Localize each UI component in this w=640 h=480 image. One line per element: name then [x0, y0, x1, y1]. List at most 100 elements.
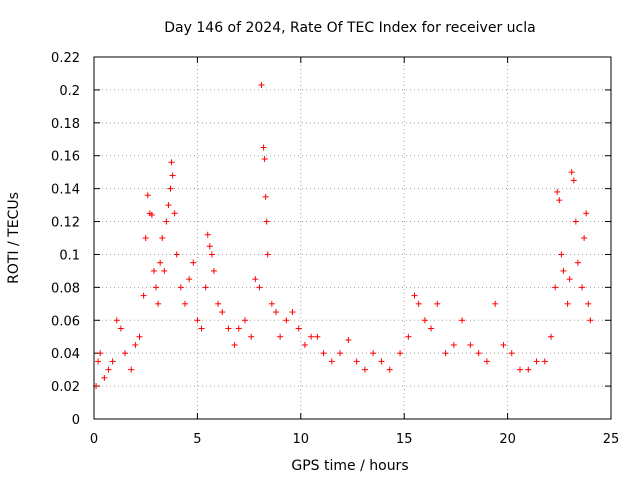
data-point [113, 317, 120, 324]
data-point [277, 333, 284, 340]
data-point [140, 292, 147, 299]
data-point [171, 210, 178, 217]
data-point [556, 197, 563, 204]
data-point [560, 267, 567, 274]
data-point [109, 358, 116, 365]
data-point [202, 284, 209, 291]
y-tick-label: 0.06 [51, 314, 80, 329]
data-point [165, 202, 172, 209]
x-tick-label: 10 [293, 432, 310, 447]
data-point [132, 341, 139, 348]
data-point [566, 276, 573, 283]
data-point [564, 300, 571, 307]
data-point [241, 317, 248, 324]
data-point [301, 341, 308, 348]
data-point [361, 366, 368, 373]
data-point [142, 235, 149, 241]
data-point [190, 259, 197, 266]
data-point [483, 358, 490, 365]
data-point [581, 235, 588, 241]
data-point [136, 333, 143, 340]
y-tick-label: 0.12 [51, 216, 80, 231]
data-point [548, 333, 555, 340]
data-point [583, 210, 590, 217]
data-point [434, 300, 441, 307]
data-point [475, 350, 482, 357]
data-point [148, 211, 155, 218]
x-tick-label: 20 [499, 432, 516, 447]
data-point [428, 325, 435, 332]
data-point [574, 259, 581, 266]
data-point [177, 284, 184, 291]
data-point [128, 366, 135, 373]
data-point [386, 366, 393, 373]
data-point [572, 218, 579, 225]
data-point [173, 251, 180, 258]
data-point [168, 159, 175, 166]
data-point [163, 218, 170, 225]
y-tick-label: 0.02 [51, 380, 80, 395]
data-point [97, 350, 104, 357]
data-point [157, 259, 164, 266]
data-point [450, 341, 457, 348]
data-point [204, 231, 211, 238]
data-point [235, 325, 242, 332]
data-point [210, 267, 217, 274]
data-point [541, 358, 548, 365]
data-point [181, 300, 188, 307]
chart-title: Day 146 of 2024, Rate Of TEC Index for r… [164, 20, 535, 36]
data-point [144, 192, 151, 199]
data-point [231, 341, 238, 348]
y-tick-label: 0.14 [51, 183, 80, 198]
data-point [554, 188, 561, 195]
data-point [194, 317, 201, 324]
data-point [264, 251, 271, 258]
y-axis-title: ROTI / TECUs [6, 192, 22, 284]
y-tick-label: 0.16 [51, 150, 80, 165]
data-point [167, 185, 174, 192]
data-point [397, 350, 404, 357]
data-point [411, 292, 418, 299]
data-point [289, 309, 296, 316]
data-point [345, 337, 352, 344]
data-point [105, 366, 112, 373]
data-point [256, 284, 263, 291]
data-point [272, 309, 279, 316]
data-point [248, 333, 255, 340]
data-point [283, 317, 290, 324]
data-points [93, 81, 594, 390]
data-point [161, 267, 168, 274]
data-point [415, 300, 422, 307]
y-tick-label: 0.1 [59, 248, 80, 263]
data-point [150, 267, 157, 274]
data-point [260, 144, 267, 151]
data-point [552, 284, 559, 291]
data-point [568, 169, 575, 176]
y-tick-label: 0 [72, 413, 80, 428]
data-point [295, 325, 302, 332]
data-point [558, 251, 565, 258]
x-ticks: 0 5 10 15 20 25 [90, 57, 619, 447]
data-point [268, 300, 275, 307]
data-point [320, 350, 327, 357]
data-point [353, 358, 360, 365]
y-tick-label: 0.22 [51, 51, 80, 66]
data-point [198, 325, 205, 332]
data-point [95, 358, 102, 365]
data-point [459, 317, 466, 324]
data-point [500, 341, 507, 348]
data-point [252, 276, 259, 283]
data-point [492, 300, 499, 307]
data-point [122, 350, 129, 357]
x-tick-label: 0 [90, 432, 98, 447]
grid [94, 57, 611, 419]
y-tick-label: 0.04 [51, 347, 80, 362]
data-point [153, 284, 160, 291]
x-tick-label: 5 [193, 432, 201, 447]
data-point [262, 193, 269, 200]
data-point [258, 81, 265, 88]
data-point [405, 333, 412, 340]
y-tick-label: 0.2 [59, 84, 80, 99]
data-point [517, 366, 524, 373]
